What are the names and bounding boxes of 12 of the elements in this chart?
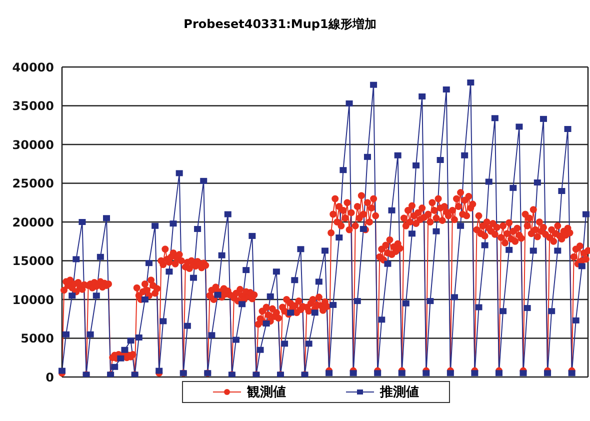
- y-tick-label: 40000: [12, 60, 54, 74]
- y-tick-label: 30000: [12, 138, 54, 152]
- y-tick-label: 10000: [12, 292, 54, 307]
- y-tick-label: 0: [46, 370, 54, 384]
- chart-title: Probeset40331:Mup1線形増加: [182, 16, 378, 33]
- legend-label: 推測値: [380, 384, 419, 401]
- legend-label: 観測値: [247, 384, 286, 401]
- y-tick-label: 20000: [12, 215, 54, 230]
- y-tick-label: 15000: [12, 254, 54, 268]
- y-tick-label: 35000: [12, 99, 54, 114]
- y-tick-label: 5000: [20, 332, 54, 346]
- y-tick-label: 25000: [12, 176, 54, 191]
